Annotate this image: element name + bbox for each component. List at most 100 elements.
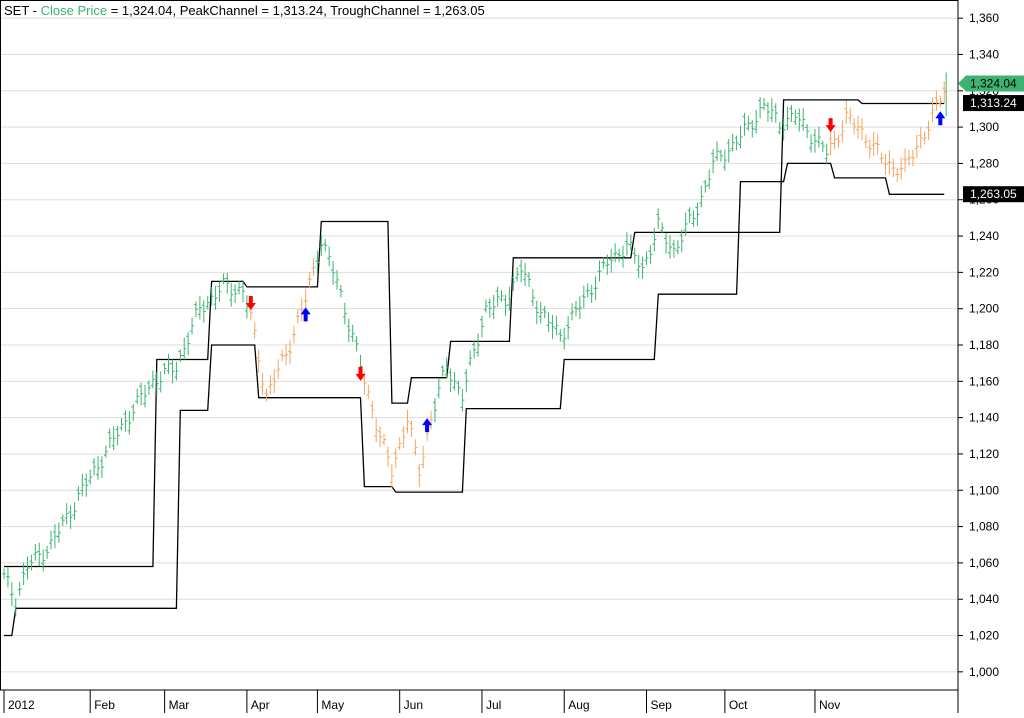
price-bar: [323, 239, 328, 252]
y-tick-label-1280: 1,280: [969, 156, 999, 170]
price-bar: [511, 273, 516, 291]
price-bar: [605, 254, 610, 275]
price-bar: [887, 150, 892, 175]
price-bar: [593, 276, 598, 301]
price-bar: [88, 469, 93, 485]
price-bar: [143, 384, 148, 408]
price-bar: [186, 331, 191, 356]
price-bar: [754, 109, 759, 134]
price-bar: [644, 251, 649, 265]
y-tick-label-1340: 1,340: [969, 47, 999, 61]
price-bar: [287, 340, 292, 365]
price-bar: [930, 97, 935, 122]
price-bar: [922, 131, 927, 145]
price-bar: [589, 284, 594, 303]
price-bar: [21, 562, 26, 586]
price-bar: [417, 463, 422, 488]
price-bar: [209, 286, 214, 306]
price-bar: [695, 202, 700, 227]
title-peak-label: PeakChannel = 1,313.24,: [180, 3, 330, 18]
sell-signal-arrow-0: [245, 296, 256, 311]
price-bar: [378, 426, 383, 448]
price-bar: [895, 167, 900, 182]
price-bar: [237, 280, 242, 295]
x-tick-label-Apr: Apr: [251, 698, 270, 712]
y-tick-label-1220: 1,220: [969, 265, 999, 279]
axes: 1,000 1,020 1,040 1,060 1,080 1,100 1,120 1,140…: [0, 0, 999, 713]
price-bar: [92, 458, 97, 476]
x-tick-label-2012: 2012: [8, 698, 35, 712]
price-bar: [781, 118, 786, 141]
price-bar: [217, 281, 222, 302]
price-bar: [476, 333, 481, 357]
price-bar: [679, 229, 684, 253]
y-tick-label-1200: 1,200: [969, 302, 999, 316]
price-bar: [107, 428, 112, 449]
price-bar: [926, 120, 931, 140]
price-bars: [2, 72, 947, 617]
price-bar: [918, 126, 923, 149]
price-bar: [440, 365, 445, 377]
price-bar: [268, 374, 273, 395]
price-bar: [899, 157, 904, 180]
x-tick-label-Aug: Aug: [568, 698, 589, 712]
price-bar: [613, 243, 618, 263]
price-bar: [291, 325, 296, 344]
peak-channel-badge-label: 1,313.24: [970, 96, 1017, 110]
price-bar: [542, 305, 547, 319]
close-price-badge-label: 1,324.04: [970, 76, 1017, 90]
price-bar: [409, 420, 414, 437]
price-bar: [33, 544, 38, 561]
price-bar: [828, 131, 833, 156]
price-bar: [840, 120, 845, 143]
x-tick-label-Sep: Sep: [651, 698, 673, 712]
price-bar: [722, 149, 727, 171]
price-bar: [617, 248, 622, 262]
price-bar: [127, 411, 132, 435]
price-bar: [715, 141, 720, 162]
price-bar: [123, 410, 128, 432]
price-bar: [468, 350, 473, 367]
price-bar: [29, 554, 34, 571]
price-bar: [405, 409, 410, 434]
close-price-badge-shape: [958, 75, 1024, 92]
price-bar: [421, 446, 426, 469]
price-bar: [577, 296, 582, 320]
price-bar: [726, 138, 731, 163]
price-bar: [119, 417, 124, 431]
buy-signal-arrow-1: [300, 307, 311, 322]
price-bar: [491, 294, 496, 319]
y-tick-label-1000: 1,000: [969, 665, 999, 679]
price-bar: [609, 248, 614, 273]
price-bar: [515, 266, 520, 282]
x-tick-label-Mar: Mar: [169, 698, 190, 712]
y-tick-label-1240: 1,240: [969, 229, 999, 243]
price-bar: [875, 134, 880, 155]
price-bar: [824, 144, 829, 165]
price-bar: [5, 566, 10, 588]
price-bar: [495, 286, 500, 307]
price-bar: [789, 104, 794, 122]
price-bar: [25, 556, 30, 580]
price-bar: [871, 131, 876, 156]
x-tick-label-Feb: Feb: [94, 698, 115, 712]
trough-channel-badge: 1,263.05: [963, 186, 1024, 203]
price-bar: [174, 361, 179, 381]
price-bar: [41, 549, 46, 572]
price-bar: [597, 260, 602, 282]
price-bar: [335, 270, 340, 290]
price-bar: [393, 448, 398, 468]
price-bar: [146, 380, 151, 395]
price-bar: [558, 328, 563, 342]
title-prefix: SET -: [4, 3, 41, 18]
price-bar: [844, 100, 849, 124]
price-bar: [483, 299, 488, 313]
peak-channel-badge-shape: [963, 95, 1024, 112]
price-bar: [264, 388, 269, 402]
price-bar: [487, 298, 492, 318]
price-bar: [640, 256, 645, 279]
price-bar: [307, 272, 312, 288]
x-tick-label-Jun: Jun: [404, 698, 423, 712]
